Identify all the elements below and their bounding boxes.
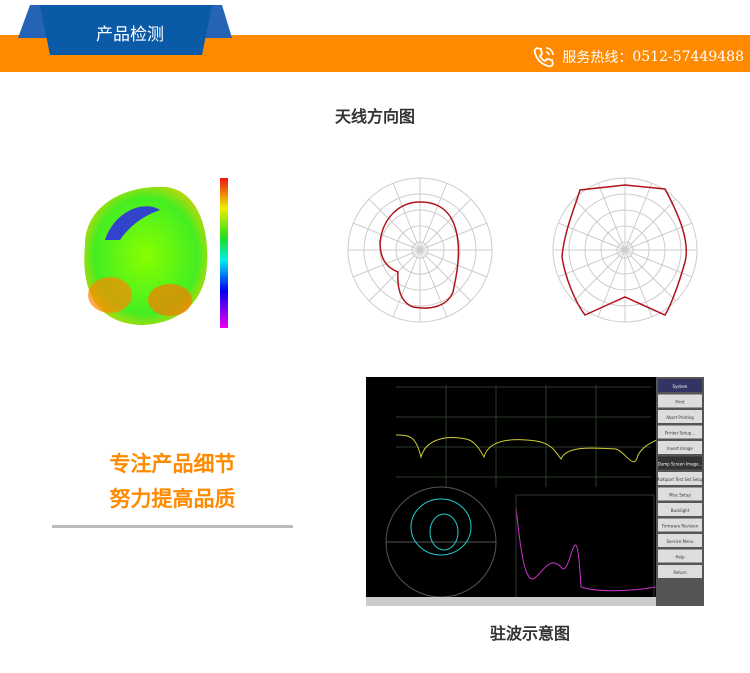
vna-menu-label: Multiport Test Set Setup <box>656 477 704 482</box>
polar-pattern-chart-1 <box>347 177 493 323</box>
antenna-section-title: 天线方向图 <box>334 107 415 126</box>
vna-menu-button <box>658 487 702 501</box>
vna-menu-label: System <box>673 384 688 389</box>
vna-menu-label: Firmware Revision <box>662 524 699 529</box>
header-tab <box>18 5 232 55</box>
vna-menu-button <box>658 549 702 563</box>
vna-menu-button <box>658 518 702 532</box>
page-title: 产品检测 <box>96 25 164 45</box>
divider <box>52 525 293 528</box>
vna-menu-button <box>658 534 702 547</box>
polar-pattern-chart-2 <box>552 177 698 323</box>
vna-menu-label: Invert Image <box>667 446 693 451</box>
vna-menu-button <box>658 410 702 423</box>
vna-menu-label: Printer Setup... <box>665 431 695 436</box>
hotline-number: 0512-57449488 <box>632 49 744 65</box>
vna-menu-label: Dump Screen Image... <box>658 462 703 467</box>
vna-menu-label: Help <box>675 555 685 560</box>
phone-icon <box>534 47 555 68</box>
vna-menu-button <box>658 456 702 470</box>
vna-menu-label: Return <box>673 570 687 575</box>
vna-menu-label: Misc Setup <box>669 493 691 498</box>
vna-menu-label: Backlight <box>671 508 690 513</box>
vna-menu-button <box>658 503 702 516</box>
vna-menu-button <box>658 425 702 439</box>
vna-menu-label: Print <box>675 400 685 405</box>
vna-menu-button <box>658 441 702 454</box>
vna-menu-label: Service Menu <box>666 539 694 544</box>
hotline-label: 服务热线： <box>562 50 633 66</box>
slogan-line-1: 专注产品细节 <box>109 451 236 476</box>
vna-menu-button <box>658 472 702 485</box>
vna-menu-button <box>658 565 702 578</box>
vna-screenshot-image: System Print Abort Printing Printer Setup..… <box>366 377 704 606</box>
slogan: 专注产品细节 努力提高品质 <box>52 446 293 516</box>
vswr-section-title: 驻波示意图 <box>489 624 570 643</box>
vna-menu-button <box>658 379 702 392</box>
slogan-line-2: 努力提高品质 <box>109 486 236 511</box>
vna-menu-button <box>658 394 702 408</box>
antenna-3d-pattern-image <box>84 178 228 328</box>
vna-menu-label: Abort Printing <box>666 415 694 420</box>
hotline: 服务热线： 0512-57449488 <box>532 45 744 69</box>
